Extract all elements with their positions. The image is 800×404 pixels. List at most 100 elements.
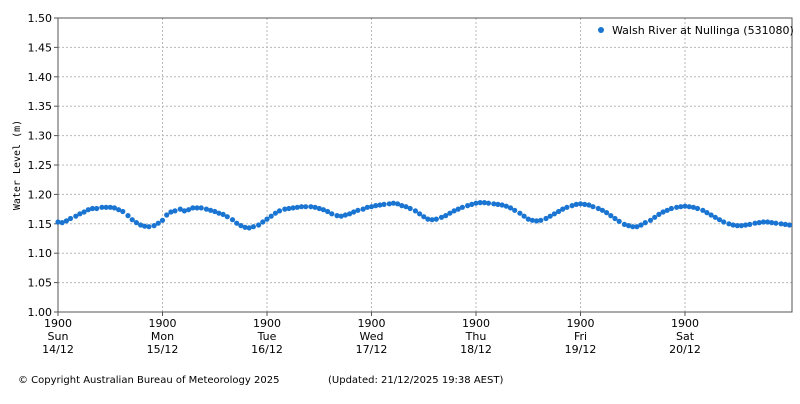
data-point (647, 217, 654, 223)
data-point (473, 200, 479, 206)
x-tick-label: Tue (257, 330, 277, 343)
data-point (569, 203, 575, 209)
x-tick-label: Thu (465, 330, 487, 343)
data-point (586, 202, 592, 208)
data-point (290, 205, 296, 211)
data-point (186, 207, 192, 213)
data-point (111, 205, 117, 211)
data-point (172, 208, 178, 214)
y-tick-label: 1.30 (28, 130, 53, 143)
data-point (312, 204, 318, 210)
data-point (686, 204, 692, 210)
data-point (386, 201, 392, 207)
data-point (465, 203, 471, 209)
data-point (276, 208, 283, 214)
data-point (298, 204, 305, 210)
data-point (616, 218, 622, 224)
data-point (525, 216, 531, 222)
data-point (85, 207, 91, 213)
data-point (268, 213, 274, 219)
y-axis-title: Water Level (m) (12, 120, 23, 210)
data-point (626, 223, 632, 229)
x-tick-label: 20/12 (669, 343, 701, 356)
data-point (573, 201, 579, 207)
data-point (726, 221, 732, 227)
data-point (308, 204, 314, 210)
data-point (694, 205, 701, 212)
data-point (234, 220, 240, 226)
data-point (652, 214, 658, 220)
y-tick-label: 1.10 (28, 247, 53, 260)
data-point (534, 218, 540, 224)
data-point (194, 205, 200, 211)
x-tick-label: 1900 (358, 317, 386, 330)
data-point (67, 215, 74, 222)
data-point (316, 205, 322, 212)
data-point (120, 208, 126, 215)
data-point (577, 201, 584, 207)
data-point (216, 210, 222, 216)
data-point (664, 207, 670, 213)
data-point (81, 209, 87, 215)
data-point (325, 208, 331, 215)
data-point (551, 211, 558, 217)
data-point (786, 222, 793, 228)
y-tick-label: 1.00 (28, 306, 53, 319)
data-point (412, 208, 418, 214)
data-point (272, 210, 278, 216)
data-point (760, 219, 767, 225)
data-point (716, 217, 723, 223)
data-point (433, 216, 439, 222)
data-point (103, 204, 109, 210)
x-tick-label: 1900 (671, 317, 699, 330)
data-point (212, 208, 218, 215)
axis-layer: 1.50 1.45 1.40 1.35 1.30 1.25 1.20 1.15 1.10 1.05… (28, 12, 793, 356)
data-point (159, 217, 166, 223)
x-tick-label: Mon (151, 330, 174, 343)
data-point (634, 224, 640, 230)
data-point (63, 218, 69, 224)
data-point (229, 217, 236, 223)
data-point (203, 206, 209, 212)
data-point (477, 200, 483, 206)
data-point (521, 213, 527, 219)
legend: Walsh River at Nullinga (531080) (598, 24, 794, 37)
data-point (146, 224, 152, 230)
data-point (164, 212, 170, 218)
data-point (495, 201, 501, 207)
x-tick-label: 1900 (149, 317, 177, 330)
data-points (55, 200, 793, 231)
data-point (338, 213, 344, 219)
data-point (455, 206, 461, 212)
data-point (89, 205, 96, 212)
data-point (459, 204, 465, 210)
y-tick-label: 1.15 (28, 218, 53, 231)
data-point (155, 220, 161, 226)
data-point (529, 217, 536, 223)
data-point (443, 213, 449, 219)
data-point (250, 224, 256, 230)
data-point (329, 211, 335, 217)
data-point (682, 203, 688, 209)
data-point (595, 205, 601, 212)
data-point (773, 220, 779, 226)
data-point (656, 211, 662, 217)
data-point (403, 204, 409, 210)
data-point (282, 206, 288, 212)
y-tick-label: 1.40 (28, 71, 53, 84)
data-point (360, 206, 366, 212)
x-tick-label: 14/12 (42, 343, 74, 356)
data-point (469, 201, 475, 207)
data-point (347, 211, 353, 217)
data-point (390, 200, 396, 206)
x-tick-label: 19/12 (565, 343, 597, 356)
data-point (368, 204, 375, 210)
x-tick-label: 1900 (44, 317, 72, 330)
x-tick-label: Wed (360, 330, 384, 343)
data-point (556, 208, 562, 215)
data-point (264, 216, 270, 222)
data-point (377, 202, 383, 208)
footer-updated: (Updated: 21/12/2025 19:38 AEST) (328, 375, 503, 386)
data-point (242, 224, 248, 230)
data-point (604, 210, 610, 216)
